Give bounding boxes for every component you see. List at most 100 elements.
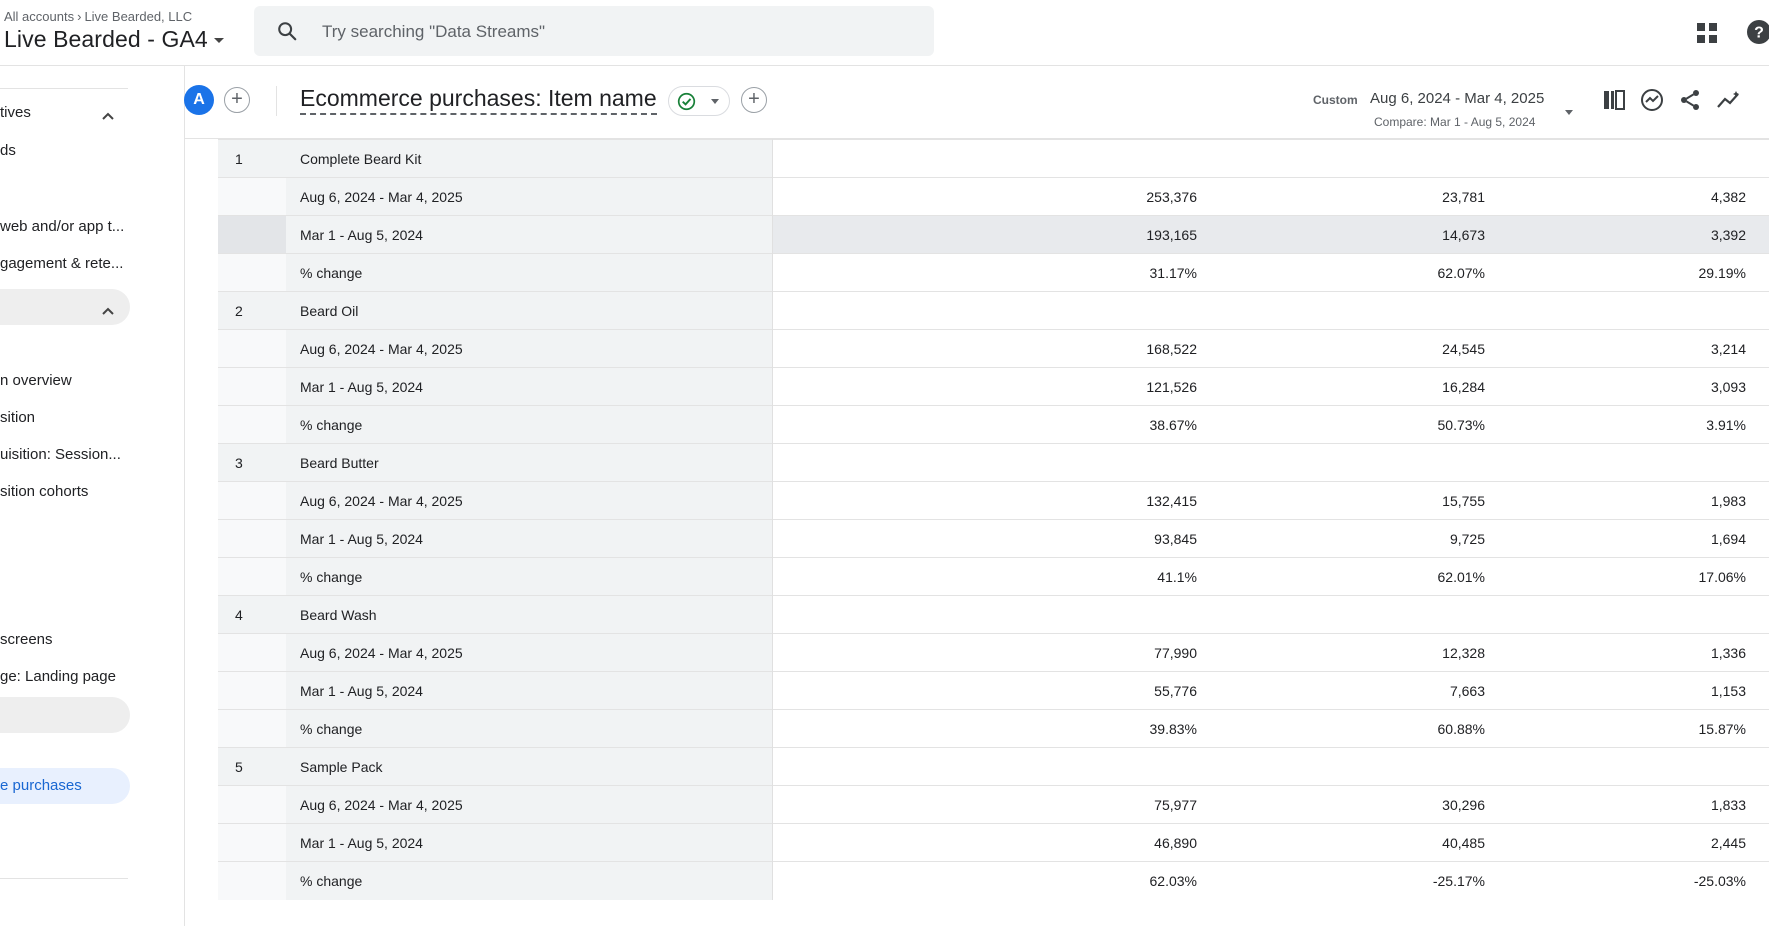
search-box[interactable] bbox=[254, 6, 934, 56]
table-row-subrow[interactable]: Mar 1 - Aug 5, 202455,7767,6631,153$22,6… bbox=[218, 671, 1769, 710]
row-rank bbox=[218, 557, 286, 596]
metric-cell: 15,755 bbox=[1211, 481, 1499, 520]
table-row-item[interactable]: 2 Beard Oil bbox=[218, 291, 1769, 330]
metric-cell: 16,284 bbox=[1211, 367, 1499, 406]
metric-cell bbox=[1760, 291, 1769, 330]
top-header: All accounts › Live Bearded, LLC Live Bear… bbox=[0, 0, 1769, 66]
avatar[interactable]: A bbox=[184, 85, 214, 115]
chevron-up-icon[interactable] bbox=[102, 302, 114, 320]
row-rank bbox=[218, 823, 286, 862]
help-icon[interactable]: ? bbox=[1746, 19, 1769, 50]
sidebar-item-landing-page[interactable]: ge: Landing page bbox=[0, 668, 116, 685]
row-rank bbox=[218, 709, 286, 748]
metric-cell: $226,923.92 bbox=[1760, 215, 1769, 254]
date-dropdown-caret-icon[interactable] bbox=[1565, 110, 1573, 115]
date-range-selector[interactable]: Aug 6, 2024 - Mar 4, 2025 bbox=[1370, 90, 1545, 107]
table-row-item[interactable]: 5 Sample Pack bbox=[218, 747, 1769, 786]
sidebar-item-selected-group[interactable] bbox=[0, 697, 130, 733]
caret-down-icon bbox=[213, 38, 224, 44]
table-row-subrow[interactable]: Aug 6, 2024 - Mar 4, 2025 168,522 24,545 3,… bbox=[218, 329, 1769, 368]
metric-cell bbox=[1760, 747, 1769, 786]
metric-cell: $36,061.40 bbox=[1760, 481, 1769, 520]
sidebar-item-leads[interactable]: ds bbox=[0, 142, 16, 159]
apps-grid-icon[interactable] bbox=[1696, 22, 1718, 49]
metric-cell: $17,524.54 bbox=[1760, 785, 1769, 824]
table-row-subrow[interactable]: Aug 6, 2024 - Mar 4, 2025 132,415 15,755 1,… bbox=[218, 481, 1769, 520]
share-icon[interactable] bbox=[1678, 88, 1702, 117]
row-rank: 4 bbox=[218, 595, 286, 634]
table-row-item[interactable]: 4 Beard Wash bbox=[218, 595, 1769, 634]
metric-cell: 50.73% bbox=[1211, 405, 1499, 444]
period-label-cell: Aug 6, 2024 - Mar 4, 2025 bbox=[286, 481, 773, 520]
metric-cell bbox=[1211, 747, 1499, 786]
metric-cell: 41.1% bbox=[772, 557, 1211, 596]
compare-columns-icon[interactable] bbox=[1602, 89, 1626, 116]
sidebar-item-acquisition-overview[interactable]: n overview bbox=[0, 372, 72, 389]
row-rank bbox=[218, 785, 286, 824]
metric-cell: 39.83% bbox=[772, 709, 1211, 748]
period-label-cell: % change bbox=[286, 253, 773, 292]
metric-cell: 62.03% bbox=[772, 861, 1211, 900]
metric-cell: -25.17% bbox=[1211, 861, 1499, 900]
chevron-up-icon[interactable] bbox=[102, 107, 114, 125]
row-rank bbox=[218, 329, 286, 368]
breadcrumb-root[interactable]: All accounts bbox=[4, 9, 75, 24]
report-status-chip[interactable] bbox=[668, 86, 730, 116]
breadcrumb-account[interactable]: Live Bearded, LLC bbox=[84, 9, 193, 24]
metric-cell: 12,328 bbox=[1211, 633, 1499, 672]
metric-cell: 132,415 bbox=[772, 481, 1211, 520]
table-row-subrow[interactable]: Mar 1 - Aug 5, 2024121,52616,2843,093$57… bbox=[218, 367, 1769, 406]
table-row-subrow[interactable]: Mar 1 - Aug 5, 2024193,16514,6733,392$22… bbox=[218, 215, 1769, 254]
metric-cell: 93,845 bbox=[772, 519, 1211, 558]
table-row-item[interactable]: 1 Complete Beard Kit bbox=[218, 139, 1769, 178]
table-row-subrow[interactable]: Aug 6, 2024 - Mar 4, 2025 77,990 12,328 1,3… bbox=[218, 633, 1769, 672]
metric-cell: 62.07% bbox=[1211, 253, 1499, 292]
sidebar-section-header[interactable] bbox=[0, 289, 130, 325]
search-icon bbox=[276, 20, 298, 47]
sidebar-item-ecommerce-purchases[interactable] bbox=[0, 768, 130, 804]
table-row-subrow[interactable]: Mar 1 - Aug 5, 202493,8459,7251,694$33,4… bbox=[218, 519, 1769, 558]
add-comparison-button[interactable]: + bbox=[224, 87, 250, 113]
metric-cell: 1,983 bbox=[1499, 481, 1760, 520]
metric-cell: 17.06% bbox=[1499, 557, 1760, 596]
sidebar-item-acquisition[interactable]: sition bbox=[0, 409, 36, 426]
sidebar-item-web-app-traffic[interactable]: web and/or app t... bbox=[0, 218, 125, 235]
period-label-cell: Mar 1 - Aug 5, 2024 bbox=[286, 671, 773, 710]
metric-cell: 46,890 bbox=[772, 823, 1211, 862]
property-name: Live Bearded - GA4 bbox=[4, 26, 208, 52]
table-row-subrow[interactable]: Mar 1 - Aug 5, 202446,89040,4852,445$24,… bbox=[218, 823, 1769, 862]
sidebar-item-engagement-retention[interactable]: gagement & rete... bbox=[0, 255, 124, 272]
metric-cell: -25.03% bbox=[1499, 861, 1760, 900]
period-label-cell: Aug 6, 2024 - Mar 4, 2025 bbox=[286, 633, 773, 672]
sidebar-item-acquisition-session[interactable]: uisition: Session... bbox=[0, 446, 121, 463]
metric-cell: $24,319.50 bbox=[1760, 823, 1769, 862]
insights-icon[interactable] bbox=[1640, 88, 1664, 117]
table-row-subrow[interactable]: Aug 6, 2024 - Mar 4, 2025 253,376 23,781 4,… bbox=[218, 177, 1769, 216]
sidebar-item-ecommerce-purchases-label[interactable]: e purchases bbox=[0, 777, 82, 794]
search-input[interactable] bbox=[320, 16, 904, 48]
metric-cell: 14,673 bbox=[1211, 215, 1499, 254]
metric-cell: 253,376 bbox=[772, 177, 1211, 216]
trend-sparkle-icon[interactable] bbox=[1716, 89, 1742, 116]
item-name-cell: Beard Wash bbox=[286, 595, 773, 634]
table-row-item[interactable]: 3 Beard Butter bbox=[218, 443, 1769, 482]
metric-cell bbox=[772, 139, 1211, 178]
sidebar-item-screens[interactable]: screens bbox=[0, 631, 53, 648]
period-label-cell: % change bbox=[286, 557, 773, 596]
property-selector[interactable]: Live Bearded - GA4 bbox=[4, 26, 224, 53]
sidebar-item-acquisition-cohorts[interactable]: sition cohorts bbox=[0, 483, 89, 500]
metric-cell bbox=[1499, 443, 1760, 482]
row-rank bbox=[218, 861, 286, 900]
item-name-cell: Beard Oil bbox=[286, 291, 773, 330]
sidebar-item-objectives[interactable]: tives bbox=[0, 104, 31, 121]
row-rank: 1 bbox=[218, 139, 286, 178]
table-row-subrow[interactable]: Aug 6, 2024 - Mar 4, 2025 75,977 30,296 1,8… bbox=[218, 785, 1769, 824]
row-rank bbox=[218, 367, 286, 406]
add-filter-button[interactable]: + bbox=[741, 87, 767, 113]
sidebar-divider bbox=[0, 878, 128, 879]
